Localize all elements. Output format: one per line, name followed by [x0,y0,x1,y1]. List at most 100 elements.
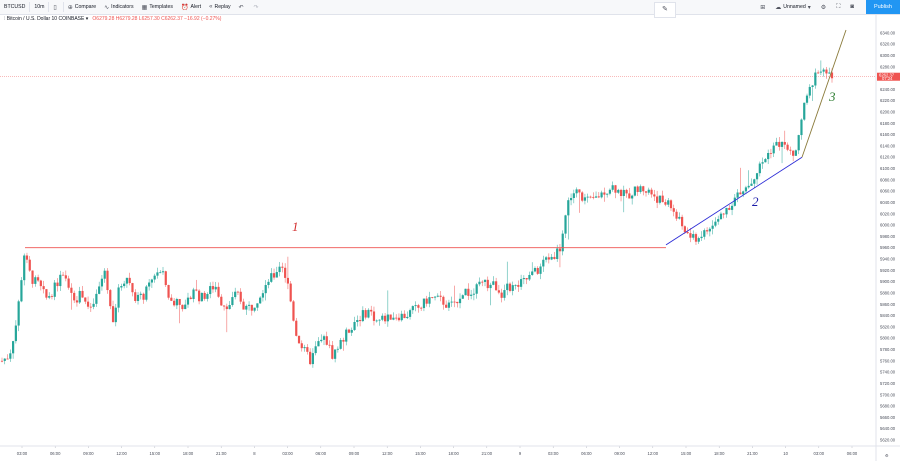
candle-body [103,270,106,279]
time-tick-label: 18:00 [448,451,459,456]
alarm-clock-icon: ⏰ [180,4,189,11]
candle-body [703,230,706,237]
candle-body [544,257,548,260]
candle-body [73,292,76,301]
pencil-icon: ✎ [662,6,668,13]
candle-body [36,277,40,281]
layout-name-button[interactable]: ☁ Unnamed ▾ [771,0,817,14]
redo-button[interactable]: ↷ [250,0,265,14]
drawings[interactable]: 1 2 3 [25,29,847,249]
candle-body [519,279,523,287]
candle-body [814,72,817,86]
candle-body [303,347,306,349]
fullscreen-button[interactable]: ⛶ [832,0,846,14]
candle-body [275,272,278,278]
candle-body [84,297,87,302]
candle-body [400,313,403,321]
candle-body [456,301,459,304]
support-trend-line-3[interactable] [801,29,847,158]
publish-button[interactable]: Publish [865,0,900,14]
candle-body [12,341,15,354]
time-axis[interactable]: 03:00 06:00 09:00 12:00 15:00 18:00 21:00 8 03:0… [17,446,889,458]
compare-button[interactable]: ⊕ Compare [64,0,100,14]
candle-body [495,281,498,291]
candle-body [128,277,131,284]
candle-body [528,274,531,280]
candle-body [536,268,539,274]
price-tick-label: 6180.00 [880,121,896,126]
symbol-search[interactable]: BTCUSD [4,4,26,10]
time-tick-label: 15:00 [415,451,426,456]
axis-settings-icon[interactable]: ⚙ [885,453,889,458]
candle-body [317,341,320,347]
candle-body [467,288,470,296]
annotation-label-2[interactable]: 2 [752,194,759,209]
settings-button[interactable]: ⚙ [817,0,832,14]
price-tick-label: 5820.00 [880,324,896,329]
candle-body [797,135,800,151]
legend-collapse-icon[interactable]: ⁞ [4,16,6,22]
candle-body [564,215,567,234]
cloud-icon: ☁ [775,4,782,11]
candle-body [356,320,359,322]
candle-body [470,294,473,296]
templates-button[interactable]: ▦ Templates [138,0,177,14]
candle-body [170,297,173,301]
candle-body [547,257,550,260]
last-price-label: 6262.37 [879,72,895,77]
candle-body [106,270,109,291]
indicators-button[interactable]: ∿ Indicators [100,0,138,14]
candle-body [123,283,126,287]
support-trend-line-2[interactable] [665,156,803,246]
candle-body [653,194,656,197]
price-tick-label: 5760.00 [880,358,896,363]
price-tick-label: 6320.00 [880,42,896,47]
candle-body [592,196,595,198]
candle-body [767,152,770,160]
candle-body [522,278,525,280]
candle-body [683,226,686,232]
candle-body [705,230,709,232]
drawing-tool-button[interactable]: ✎ [654,2,676,18]
candle-body [159,272,162,274]
candle-body [350,329,353,333]
snapshot-button[interactable]: ◙ [846,0,860,14]
candle-body [622,189,625,197]
candle-body [56,282,59,287]
candle-body [292,301,295,321]
candle-body [658,195,661,203]
candle-body [214,286,217,290]
candle-body [17,301,20,326]
candle-body [656,196,659,203]
candle-body [753,179,756,184]
annotation-label-3[interactable]: 3 [828,89,836,104]
candle-body [647,189,650,193]
candle-body [239,291,242,302]
price-tick-label: 5920.00 [880,268,896,273]
candle-body [728,207,731,210]
bar-style-button[interactable]: ▯ [49,0,62,14]
candle-body [178,298,181,305]
candle-body [353,321,356,330]
candle-body [281,266,284,268]
price-axis[interactable]: 6340.006320.006300.006280.006260.006240.… [0,30,900,443]
layout-grid-button[interactable]: ⊞ [756,0,771,14]
toolbar-divider [29,2,31,12]
annotation-label-1[interactable]: 1 [292,219,299,234]
candle-body [367,309,370,318]
candle-body [381,315,384,320]
candle-body [503,290,506,298]
time-tick-label: 03:00 [282,451,293,456]
candle-body [692,234,695,238]
undo-button[interactable]: ↶ [235,0,250,14]
candle-body [819,71,822,73]
replay-button[interactable]: «Replay [205,0,235,14]
candle-body [800,119,803,136]
interval-button[interactable]: 10m [34,4,45,10]
candle-body [334,349,337,359]
alert-button[interactable]: ⏰ Alert [177,0,205,14]
candle-body [594,196,598,198]
price-tick-label: 6200.00 [880,110,896,115]
candle-body [550,256,553,260]
